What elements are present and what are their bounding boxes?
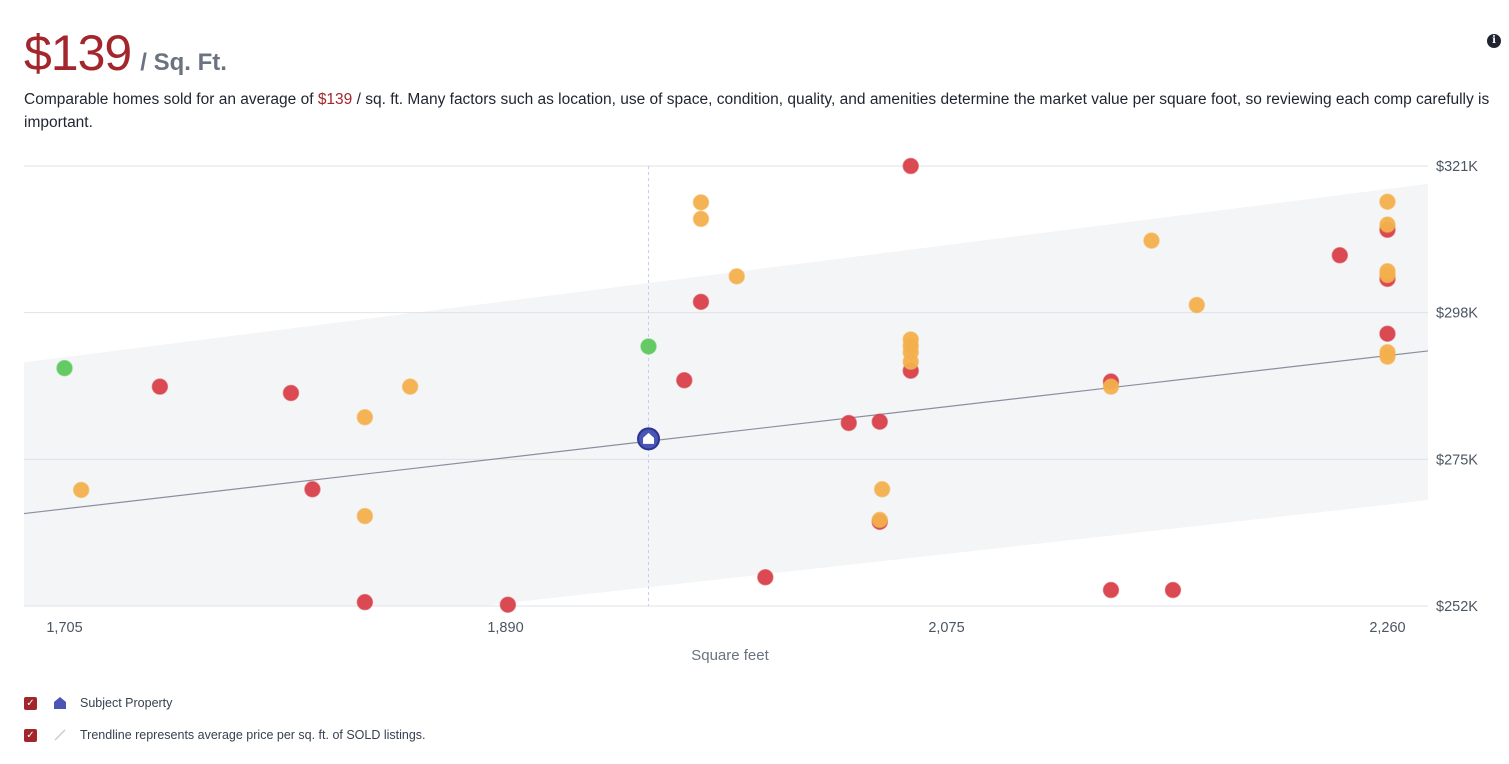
checkmark-icon[interactable]: ✓ <box>24 696 37 710</box>
x-tick-label: 1,890 <box>487 620 523 636</box>
comp-point-pending <box>692 194 710 211</box>
price-unit: / Sq. Ft. <box>140 49 227 76</box>
comp-point-sold <box>840 414 858 432</box>
comp-point-sold <box>356 593 374 611</box>
comp-point-sold <box>304 481 321 498</box>
legend-trend-label: Trendline represents average price per s… <box>80 728 426 742</box>
comp-point-pending <box>871 511 888 529</box>
comp-point-sold <box>757 569 774 586</box>
comp-point-pending <box>1143 232 1160 249</box>
trendline <box>23 350 1429 515</box>
comp-point-pending <box>873 481 891 498</box>
comp-point-sold <box>151 378 169 395</box>
x-tick-label: 2,075 <box>928 620 964 636</box>
comp-point-pending <box>728 268 745 285</box>
comp-point-pending <box>1379 193 1396 210</box>
confidence-band <box>24 183 1428 606</box>
comp-point-pending <box>401 378 419 395</box>
comp-point-pending <box>692 210 710 228</box>
comp-point-sold <box>871 413 888 430</box>
comp-point-active <box>640 338 657 355</box>
description-before: Comparable homes sold for an average of <box>24 91 318 108</box>
trendline-icon <box>54 729 66 741</box>
checkmark-icon[interactable]: ✓ <box>24 728 37 742</box>
x-axis-label: Square feet <box>691 647 769 664</box>
price-per-sqft: $139 <box>24 25 132 81</box>
comp-point-sold <box>282 384 300 402</box>
description-after: / sq. ft. Many factors such as location,… <box>24 91 1490 131</box>
comp-point-sold <box>499 596 517 613</box>
y-tick-label: $321K <box>1436 159 1478 175</box>
comp-point-sold <box>1102 581 1120 599</box>
comp-point-pending <box>1102 378 1120 395</box>
comp-point-sold <box>1331 247 1349 264</box>
comp-point-pending <box>1188 296 1206 314</box>
comp-point-sold <box>902 157 919 175</box>
legend-subject-label: Subject Property <box>80 696 173 710</box>
price-header: $139 / Sq. Ft. <box>24 24 227 82</box>
x-tick-label: 1,705 <box>46 620 82 636</box>
comp-point-pending <box>1379 348 1396 365</box>
x-tick-label: 2,260 <box>1369 620 1405 636</box>
comp-point-pending <box>356 507 374 525</box>
house-icon <box>643 432 655 444</box>
comp-point-pending <box>1379 266 1396 284</box>
subject-property-marker <box>637 427 661 451</box>
comp-point-pending <box>902 353 919 371</box>
description-highlight: $139 <box>317 91 353 108</box>
comp-point-sold <box>1164 581 1182 599</box>
house-icon <box>54 697 66 709</box>
info-icon[interactable]: i <box>1487 34 1501 48</box>
comp-point-sold <box>676 372 693 389</box>
comp-point-pending <box>72 481 90 499</box>
comp-point-sold <box>692 293 710 311</box>
comp-point-sold <box>1379 325 1396 342</box>
y-tick-label: $298K <box>1436 306 1478 322</box>
price-scatter-chart: $252K $275K $298K $321K 1,705 1,890 2,075 2,260… <box>23 157 1478 664</box>
comp-point-pending <box>356 408 374 426</box>
legend-subject: ✓ Subject Property <box>24 696 172 710</box>
comp-point-pending <box>1379 216 1396 233</box>
comp-point-active <box>56 359 73 377</box>
y-tick-label: $252K <box>1436 599 1478 615</box>
y-tick-label: $275K <box>1436 452 1478 468</box>
description: Comparable homes sold for an average of … <box>24 88 1494 134</box>
legend-trendline: ✓ Trendline represents average price per… <box>24 728 426 742</box>
